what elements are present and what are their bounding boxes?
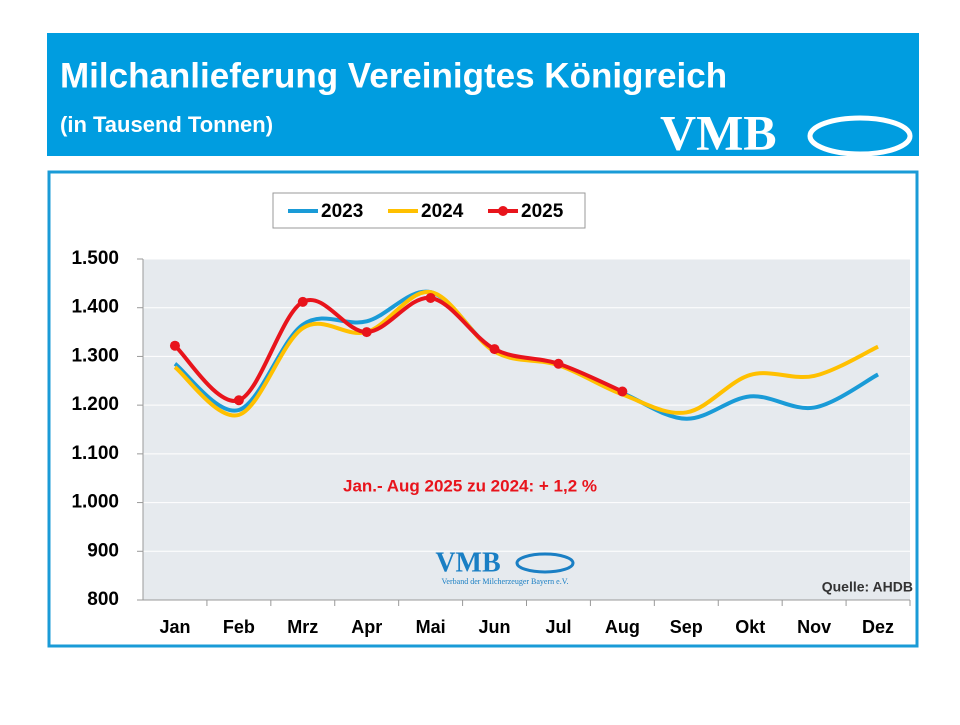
x-tick-label: Aug: [605, 617, 640, 637]
legend-label: 2024: [421, 201, 464, 222]
point: [297, 296, 308, 307]
watermark-swirl: [515, 552, 575, 574]
x-tick-label: Feb: [223, 617, 255, 637]
logo-swirl: [807, 115, 913, 157]
legend-marker: [498, 206, 508, 216]
y-tick-label: 1.100: [71, 443, 119, 464]
y-tick-label: 1.300: [71, 345, 119, 366]
watermark-subtitle: Verband der Milcherzeuger Bayern e.V.: [442, 577, 569, 586]
x-tick-label: Mai: [416, 617, 446, 637]
annotation: Jan.- Aug 2025 zu 2024: + 1,2 %: [343, 476, 597, 495]
y-tick-label: 900: [87, 540, 119, 561]
y-tick-label: 800: [87, 589, 119, 610]
x-tick-label: Apr: [351, 617, 382, 637]
series-line: [173, 295, 624, 403]
x-tick-label: Mrz: [287, 617, 318, 637]
header: [47, 33, 919, 156]
chart-subtitle: (in Tausend Tonnen): [60, 112, 273, 137]
x-tick-label: Jul: [545, 617, 571, 637]
point: [361, 327, 372, 338]
y-tick-label: 1.000: [71, 492, 119, 513]
x-tick-label: Sep: [670, 617, 703, 637]
legend-label: 2023: [321, 201, 363, 222]
x-tick-label: Nov: [797, 617, 831, 637]
point: [233, 395, 244, 406]
x-tick-label: Jan: [159, 617, 190, 637]
point: [489, 344, 500, 355]
chart-title: Milchanlieferung Vereinigtes Königreich: [60, 56, 727, 95]
logo: VMB: [660, 104, 777, 160]
series-line: [173, 290, 879, 418]
point: [617, 386, 628, 397]
y-tick-label: 1.500: [71, 248, 119, 269]
point: [425, 292, 436, 303]
watermark-logo: VMB: [435, 547, 500, 578]
y-tick-label: 1.400: [71, 297, 119, 318]
source: Quelle: AHDB: [822, 579, 913, 595]
y-tick-label: 1.200: [71, 394, 119, 415]
legend-label: 2025: [521, 201, 564, 222]
point: [553, 358, 564, 369]
point: [169, 340, 180, 351]
plot-area: [143, 259, 910, 600]
x-tick-label: Jun: [479, 617, 511, 637]
x-tick-label: Dez: [862, 617, 894, 637]
legend: [272, 192, 586, 229]
x-tick-label: Okt: [735, 617, 765, 637]
